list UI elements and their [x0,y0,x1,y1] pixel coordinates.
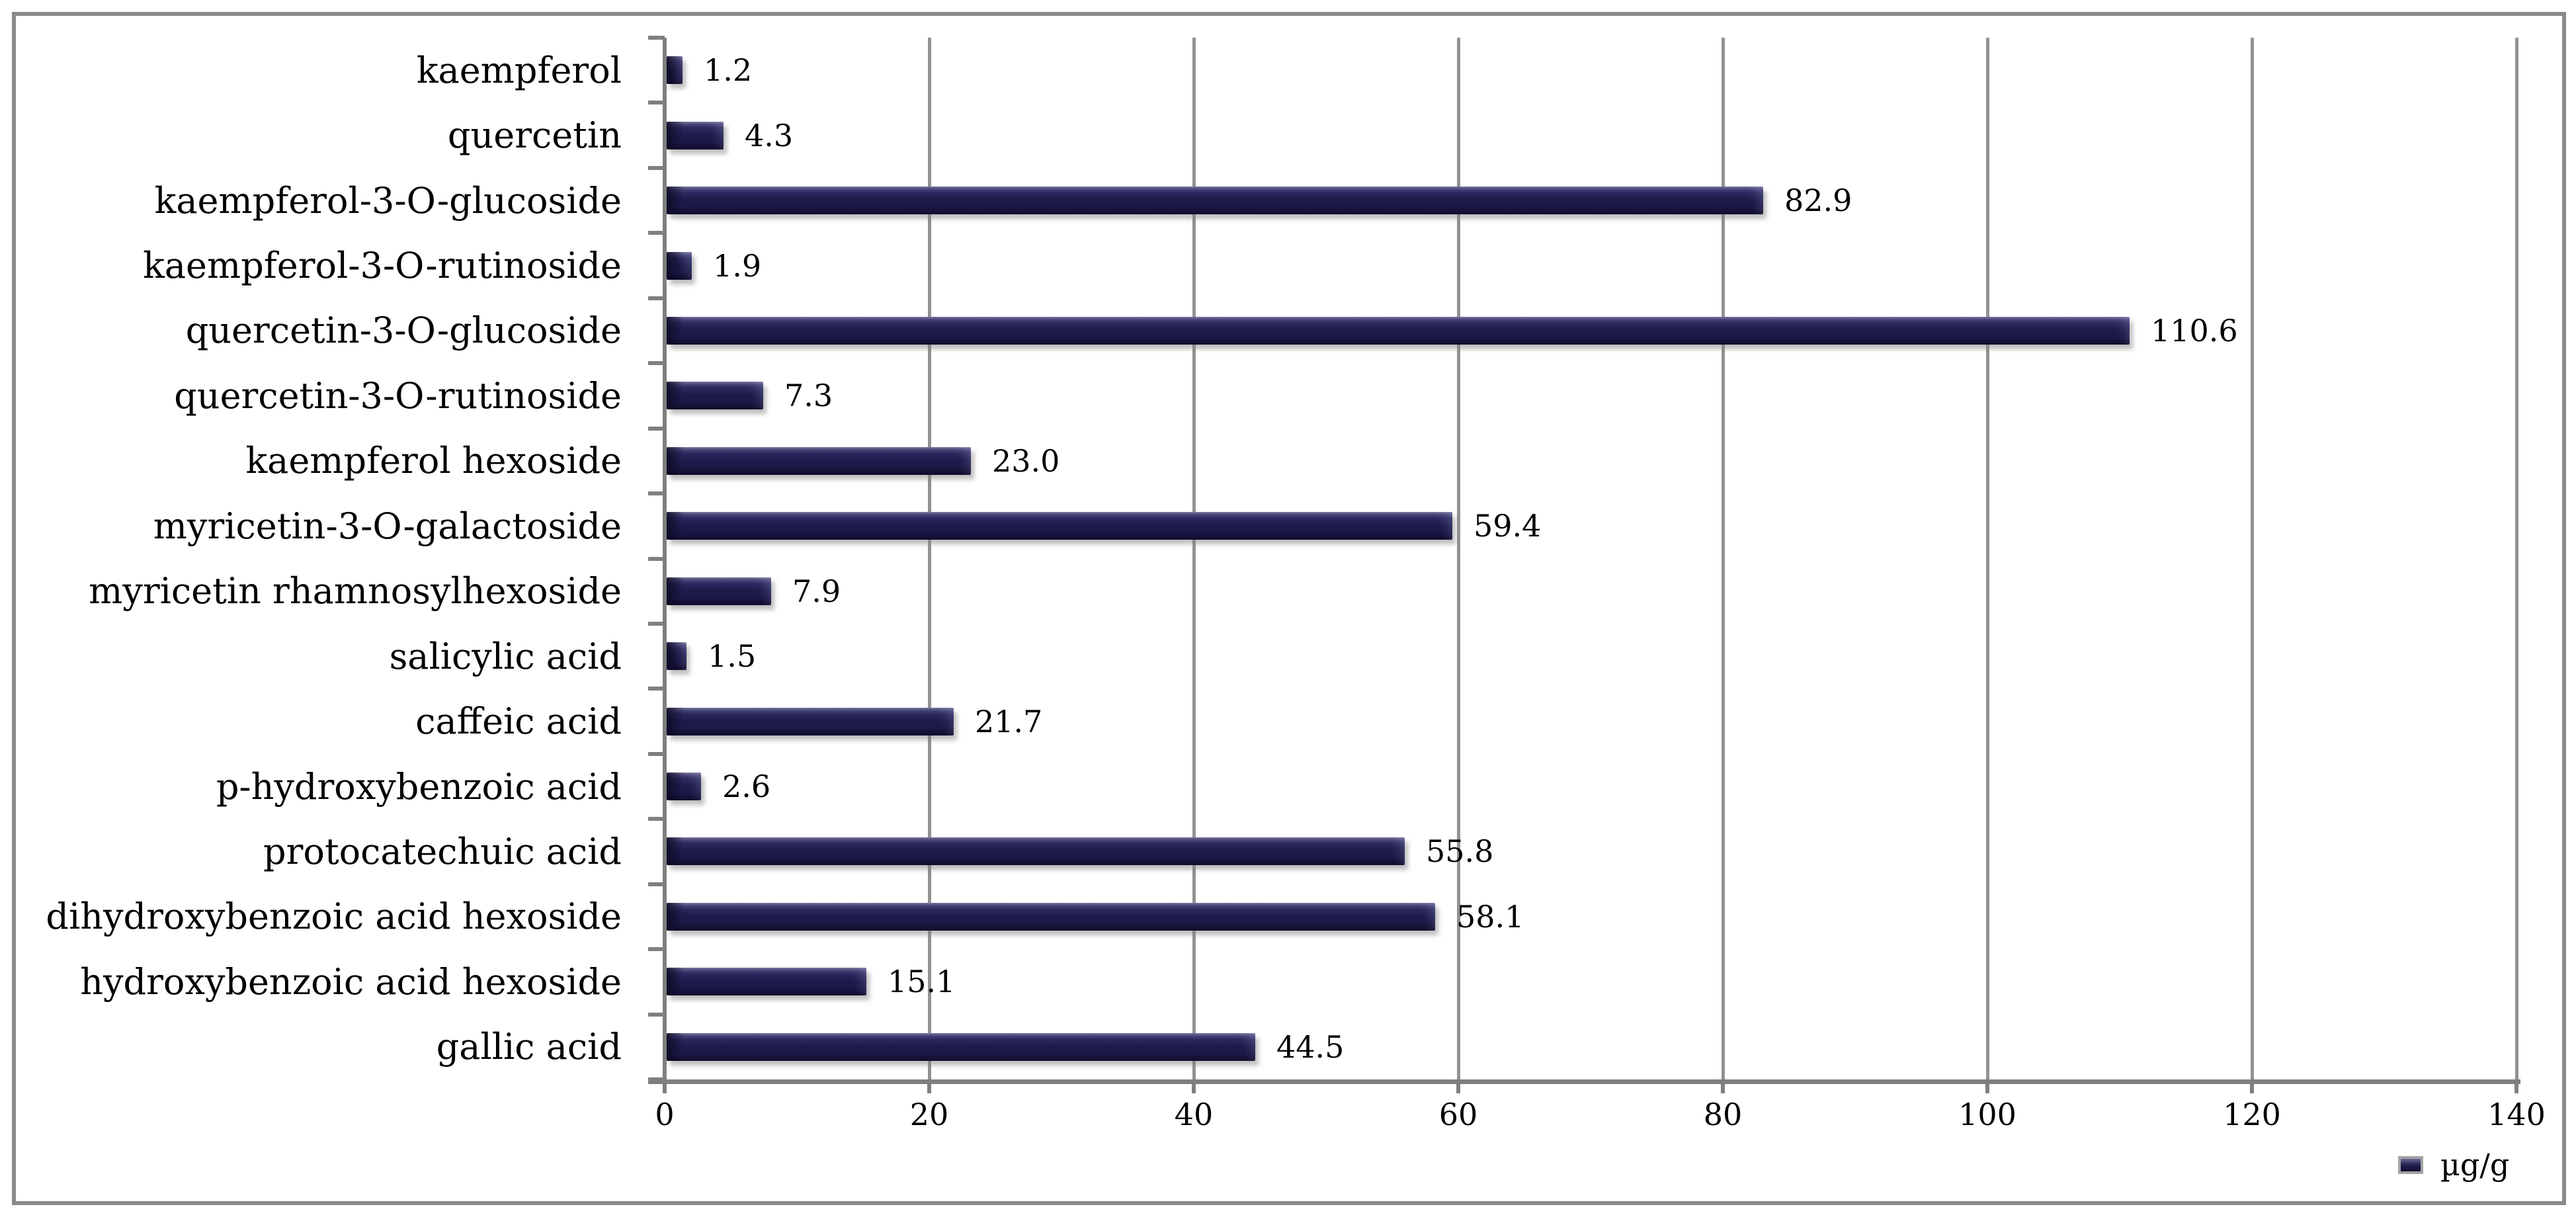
value-axis-tick [927,1079,931,1093]
bar-caffeic-acid [667,707,954,735]
category-label: hydroxybenzoic acid hexoside [80,960,622,1003]
category-tick [648,621,665,626]
category-tick [648,1012,665,1017]
category-tick [648,296,665,300]
category-tick [648,687,665,691]
category-label: myricetin-3-O-galactoside [153,505,622,547]
value-label: 58.1 [1456,898,1524,935]
value-axis-tick-label: 120 [2223,1097,2281,1132]
legend-label: µg/g [2440,1147,2510,1183]
gridline-120 [2251,38,2254,1079]
value-label: 1.9 [713,247,762,284]
gridline-20 [928,38,931,1079]
category-label: quercetin-3-O-rutinoside [174,374,622,417]
category-tick [648,751,665,756]
bar-myricetin-rhamnosylhexoside [667,577,771,605]
category-label: kaempferol-3-O-rutinoside [143,245,622,287]
value-axis-tick-label: 0 [655,1097,675,1132]
category-label: kaempferol-3-O-glucoside [154,179,622,222]
gridline-40 [1192,38,1196,1079]
category-tick [648,491,665,496]
value-label: 7.3 [784,378,833,414]
value-label: 2.6 [722,769,771,805]
category-tick [648,947,665,952]
value-axis-tick-label: 100 [1958,1097,2016,1132]
value-label: 1.5 [708,638,757,675]
category-tick [648,882,665,886]
category-label: quercetin-3-O-glucoside [185,310,622,352]
value-label: 55.8 [1426,833,1494,870]
category-label: dihydroxybenzoic acid hexoside [46,896,622,938]
value-axis-tick [2514,1079,2518,1093]
bar-salicylic-acid [667,642,686,671]
bar-quercetin-3-o-glucoside [667,316,2130,345]
legend: µg/g [2398,1147,2509,1183]
bar-kaempferol-hexoside [667,446,971,475]
category-label: caffeic acid [415,700,622,743]
value-label: 21.7 [975,703,1043,739]
category-label: quercetin [447,114,622,157]
category-tick [648,817,665,821]
category-tick [648,101,665,105]
value-axis-tick-label: 20 [909,1097,949,1132]
category-tick [648,426,665,431]
category-tick [648,36,665,40]
category-label: kaempferol [416,49,622,91]
value-label: 59.4 [1474,508,1542,544]
gridline-100 [1986,38,1989,1079]
category-label: protocatechuic acid [263,830,622,872]
value-axis-line [648,1079,2520,1084]
category-label: gallic acid [436,1026,622,1068]
category-tick [648,361,665,366]
category-tick [648,231,665,235]
gridline-140 [2515,38,2518,1079]
chart-outer-border [12,12,2566,1205]
category-axis-line [663,38,667,1084]
bar-quercetin-3-o-rutinoside [667,382,763,410]
bar-protocatechuic-acid [667,837,1405,866]
gridline-80 [1722,38,1725,1079]
category-tick [648,556,665,561]
value-axis-tick-label: 140 [2487,1097,2546,1132]
bar-kaempferol-3-o-rutinoside [667,251,692,280]
value-label: 82.9 [1784,183,1852,219]
category-label: kaempferol hexoside [245,440,622,482]
value-label: 44.5 [1276,1028,1345,1065]
value-axis-tick [1985,1079,1989,1093]
bar-kaempferol-3-o-glucoside [667,187,1763,215]
value-axis-tick-label: 80 [1703,1097,1743,1132]
bar-kaempferol [667,56,683,85]
category-label: salicylic acid [389,635,622,677]
legend-swatch-icon [2398,1155,2423,1174]
value-axis-tick [1192,1079,1196,1093]
bar-gallic-acid [667,1032,1255,1061]
value-axis-tick [1721,1079,1725,1093]
category-label: myricetin rhamnosylhexoside [89,570,622,612]
bar-dihydroxybenzoic-acid-hexoside [667,902,1435,931]
bar-hydroxybenzoic-acid-hexoside [667,968,866,996]
value-label: 15.1 [888,964,956,1000]
bar-p-hydroxybenzoic-acid [667,773,701,801]
value-axis-tick [663,1079,667,1093]
category-label: p-hydroxybenzoic acid [216,765,622,808]
value-axis-tick-label: 60 [1438,1097,1478,1132]
value-label: 7.9 [792,573,841,609]
gridline-60 [1457,38,1460,1079]
value-label: 110.6 [2151,312,2238,349]
value-axis-tick [1456,1079,1460,1093]
category-tick [648,165,665,170]
value-label: 1.2 [704,52,753,89]
bar-quercetin [667,121,724,149]
bar-myricetin-3-o-galactoside [667,512,1452,540]
value-label: 23.0 [992,442,1060,479]
value-label: 4.3 [745,117,794,153]
value-axis-tick-label: 40 [1174,1097,1214,1132]
value-axis-tick [2250,1079,2254,1093]
